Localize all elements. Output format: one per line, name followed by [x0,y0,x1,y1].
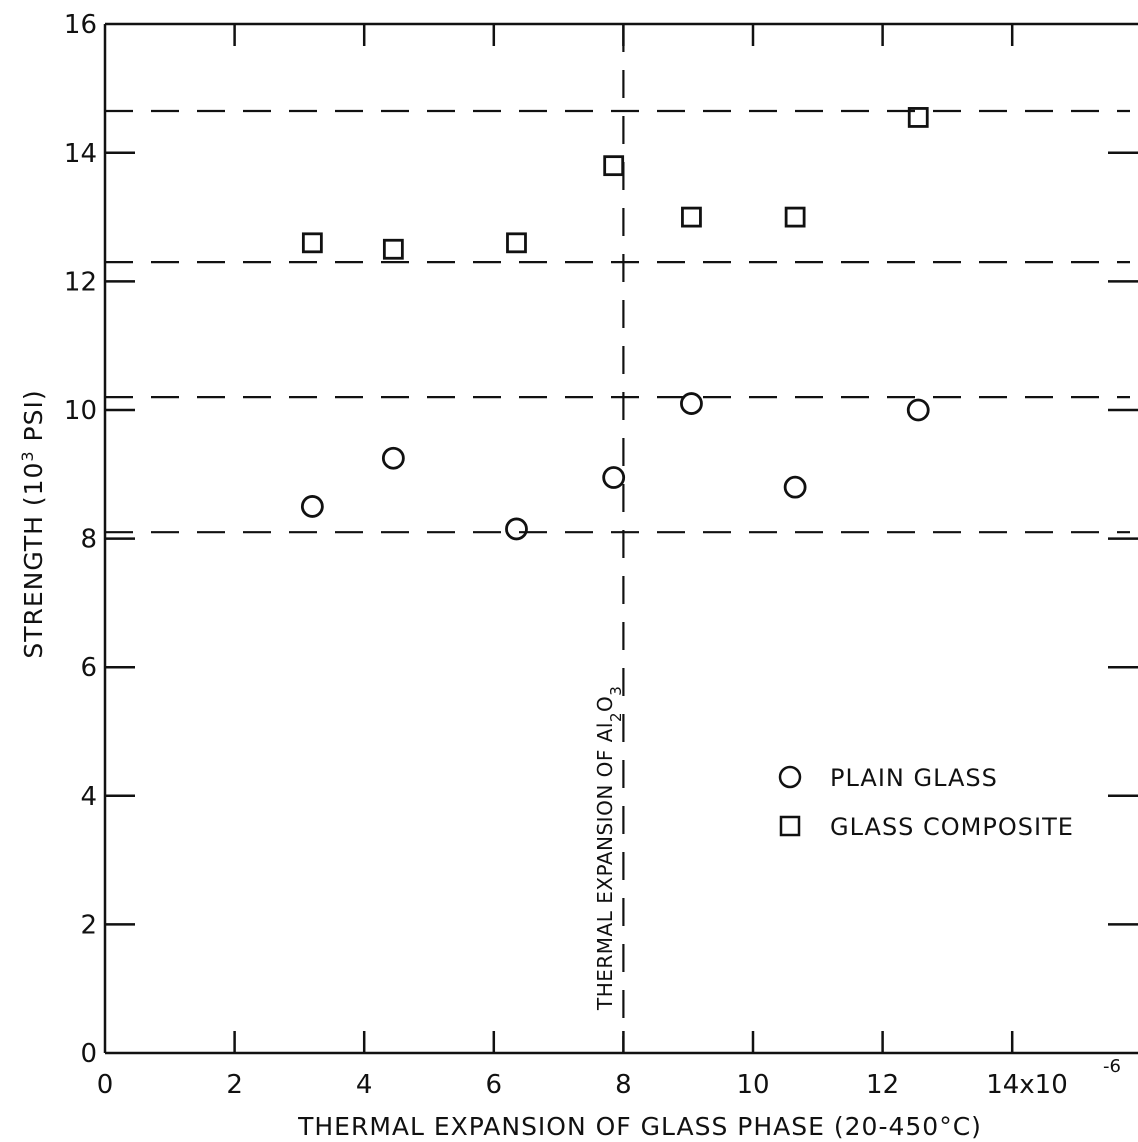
legend: PLAIN GLASS GLASS COMPOSITE [778,764,1074,841]
glass-composite-point [681,206,702,228]
legend-square-marker [779,815,801,837]
y-axis-title-main: STRENGTH (10 [19,462,48,659]
y-axis-title: STRENGTH (103 PSI) [18,389,49,658]
plain-glass-point [680,392,703,415]
glass-composite-point [382,238,404,260]
axis-ticks [105,24,1138,1053]
y-tick-label: 2 [80,910,97,940]
x-tick-label: 4 [356,1070,373,1100]
ref-label-sub2: 3 [607,686,625,696]
legend-label-glass-composite: GLASS COMPOSITE [830,813,1074,841]
reference-lines [105,24,1130,1053]
x-tick-label: 6 [486,1070,503,1100]
y-tick-label: 16 [64,10,97,40]
vertical-reference-label: THERMAL EXPANSION OF Al2O3 [590,556,625,1016]
x-axis-title: THERMAL EXPANSION OF GLASS PHASE (20-450… [297,1112,982,1141]
svg-text:STRENGTH (103 PSI): STRENGTH (103 PSI) [18,389,49,658]
y-tick-label: 10 [64,396,97,426]
svg-text:THERMAL EXPANSION OF Al2O3: THERMAL EXPANSION OF Al2O3 [593,686,625,1011]
plain-glass-point [783,475,807,499]
x-tick-label: 2 [226,1070,243,1100]
glass-composite-point [603,155,625,177]
x-axis-multiplier-sup: -6 [1103,1056,1121,1077]
plain-glass-point [505,517,528,541]
y-tick-label: 12 [64,267,97,297]
glass-composite-point [301,232,323,254]
legend-circle-marker [778,765,802,789]
y-tick-label: 14 [64,139,97,169]
y-axis-title-sup: 3 [18,450,37,461]
plain-glass-point [300,495,324,518]
x-tick-label: 14x10 [986,1070,1068,1100]
glass-composite-point [506,232,527,254]
y-tick-label: 8 [80,525,97,555]
glass-composite-point [784,206,806,228]
legend-label-plain-glass: PLAIN GLASS [830,764,998,792]
y-axis-title-tail: PSI) [19,389,48,450]
ref-label-sub1: 2 [607,712,625,722]
x-tick-label: 8 [615,1070,632,1100]
x-tick-label: 0 [97,1070,114,1100]
y-tick-label: 0 [80,1039,97,1069]
plain-glass-point [602,466,626,489]
x-tick-label: 12 [866,1070,899,1100]
data-points [300,107,930,541]
tick-labels: 0 2 4 6 8 10 12 14x10 0 2 4 6 8 10 12 14 16 [64,10,1068,1100]
x-axis-title-text: THERMAL EXPANSION OF GLASS PHASE (20-450… [297,1112,982,1141]
y-tick-label: 6 [80,653,97,683]
plain-glass-point [906,398,930,422]
plain-glass-point [381,446,405,470]
axes [103,22,1138,1055]
x-tick-label: 10 [736,1070,769,1100]
ref-label-mid: O [593,696,617,712]
y-tick-label: 4 [80,782,97,812]
ref-label-main: THERMAL EXPANSION OF Al [593,722,617,1011]
glass-composite-point [907,107,929,128]
